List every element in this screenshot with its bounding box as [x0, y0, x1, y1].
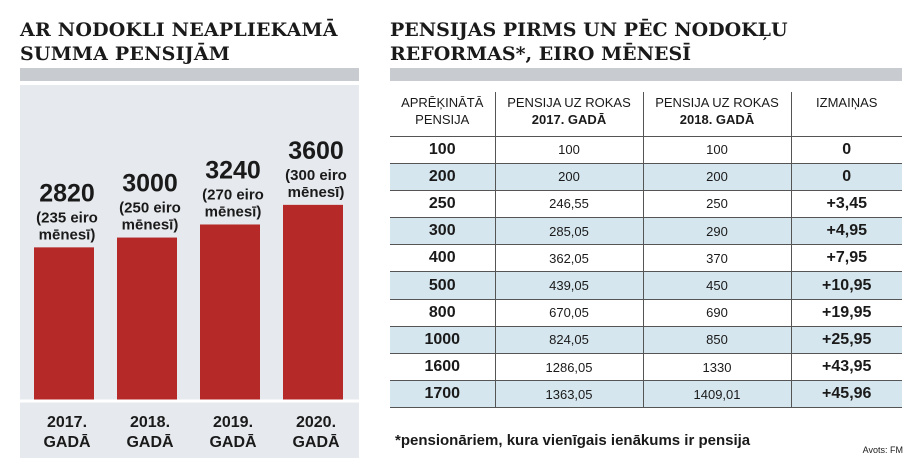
table-cell-base: 800 [428, 303, 456, 321]
table-cell-y2017: 670,05 [494, 299, 643, 327]
bar [117, 237, 177, 401]
table-row: 500 439,05 450 +10,95 [390, 271, 902, 300]
table-cell-y2017: 1286,05 [494, 353, 643, 381]
column-header-line2: PENSIJA [415, 112, 470, 127]
table-row: 1700 1363,05 1409,01 +45,96 [390, 380, 902, 408]
table-row: 800 670,05 690 +19,95 [390, 299, 902, 327]
table-cell-base: 300 [428, 222, 456, 240]
column-header-line2: 2017. GADĀ [531, 112, 607, 127]
table-cell-y2018: 250 [642, 190, 791, 218]
bar-sub-label: (235 eiro [36, 209, 98, 226]
column-header: PENSIJA UZ ROKAS 2017. GADĀ [494, 92, 643, 136]
table-cell-base: 100 [428, 140, 456, 158]
table-cell-change: +43,95 [790, 353, 902, 381]
table-cell-change: +19,95 [790, 299, 902, 327]
x-tick-label: 2018. [130, 414, 170, 431]
table-cell-y2018: 450 [642, 271, 791, 300]
table-cell-y2018: 200 [642, 163, 791, 191]
footnote: *pensionāriem, kura vienīgais ienākums i… [395, 432, 751, 449]
table-row: 200 200 200 0 [390, 163, 902, 191]
table-cell-y2017: 362,05 [494, 244, 643, 272]
column-header-line1: PENSIJA UZ ROKAS [655, 95, 779, 110]
left-title-rule [20, 68, 359, 81]
table-cell-base: 1600 [424, 358, 461, 376]
table-cell-base: 1000 [424, 330, 461, 348]
left-chart-title: AR NODOKLI NEAPLIEKAMĀ SUMMA PENSIJĀM [20, 18, 360, 66]
table-header-row: APRĒĶINĀTĀ PENSIJA PENSIJA UZ ROKAS 2017. G… [390, 92, 902, 136]
table-cell-base: 500 [428, 276, 456, 294]
x-tick-label: 2019. [213, 414, 253, 431]
right-title-line2: REFORMAS*, EIRO MĒNESĪ [390, 43, 692, 65]
x-tick-label: GADĀ [126, 432, 174, 451]
pension-table: APRĒĶINĀTĀ PENSIJA PENSIJA UZ ROKAS 2017. G… [390, 92, 902, 408]
left-title-line2: SUMMA PENSIJĀM [20, 43, 231, 65]
table-cell-change: +4,95 [790, 217, 902, 245]
x-tick-label: GADĀ [43, 432, 91, 451]
table-cell-change: +7,95 [790, 244, 902, 272]
column-header-line1: APRĒĶINĀTĀ [401, 95, 484, 110]
bar-sub-label: mēnesī) [205, 203, 262, 220]
right-title-rule [390, 68, 902, 81]
table-cell-base: 1700 [424, 385, 461, 403]
table-title: PENSIJAS PIRMS UN PĒC NODOKĻU REFORMAS*,… [390, 18, 910, 66]
table-cell-y2018: 690 [642, 299, 791, 327]
table-row: 300 285,05 290 +4,95 [390, 217, 902, 245]
table-cell-base: 200 [428, 167, 456, 185]
column-header: IZMAIŅAS [790, 92, 902, 136]
bar [34, 247, 94, 401]
table-cell-base: 400 [428, 249, 456, 267]
table-cell-y2017: 246,55 [494, 190, 643, 218]
table-cell-change: +3,45 [790, 190, 902, 218]
column-header: APRĒĶINĀTĀ PENSIJA [390, 92, 495, 136]
table-cell-y2017: 1363,05 [494, 380, 643, 408]
table-cell-y2018: 290 [642, 217, 791, 245]
bar-value-label: 3600 [288, 137, 344, 165]
table-cell-y2018: 100 [642, 136, 791, 164]
table-cell-y2018: 1409,01 [642, 380, 791, 408]
table-cell-base: 250 [428, 194, 456, 212]
table-row: 100 100 100 0 [390, 136, 902, 164]
table-cell-change: 0 [790, 163, 902, 191]
x-tick-label: GADĀ [292, 432, 340, 451]
table-cell-y2018: 1330 [642, 353, 791, 381]
x-tick-label: GADĀ [209, 432, 257, 451]
bar [200, 224, 260, 401]
table-cell-y2018: 370 [642, 244, 791, 272]
table-row: 250 246,55 250 +3,45 [390, 190, 902, 218]
bar-sub-label: mēnesī) [39, 226, 96, 243]
x-tick-label: 2017. [47, 414, 87, 431]
table-cell-change: +45,96 [790, 380, 902, 408]
table-row: 1600 1286,05 1330 +43,95 [390, 353, 902, 381]
x-tick-label: 2020. [296, 414, 336, 431]
table-cell-change: 0 [790, 136, 902, 164]
column-header-line1: PENSIJA UZ ROKAS [507, 95, 631, 110]
bar-value-label: 2820 [39, 179, 95, 207]
bar-value-label: 3240 [205, 156, 261, 184]
table-row: 1000 824,05 850 +25,95 [390, 326, 902, 354]
bar-sub-label: (250 eiro [119, 200, 181, 217]
table-cell-y2017: 200 [494, 163, 643, 191]
source-note: Avots: FM [862, 445, 903, 455]
table-cell-y2017: 100 [494, 136, 643, 164]
table-cell-y2017: 285,05 [494, 217, 643, 245]
table-cell-y2017: 824,05 [494, 326, 643, 354]
table-cell-y2017: 439,05 [494, 271, 643, 300]
table-cell-change: +10,95 [790, 271, 902, 300]
bar-sub-label: (300 eiro [285, 167, 347, 184]
table-cell-change: +25,95 [790, 326, 902, 354]
bar-sub-label: mēnesī) [122, 217, 179, 234]
column-header-line1: IZMAIŅAS [816, 95, 878, 110]
column-header-line2: 2018. GADĀ [679, 112, 755, 127]
bar-sub-label: (270 eiro [202, 186, 264, 203]
left-title-line1: AR NODOKLI NEAPLIEKAMĀ [20, 19, 338, 41]
table-body: 100 100 100 0 200 200 200 0 250 246,55 250 +3,45 300… [390, 136, 902, 408]
bar-value-label: 3000 [122, 170, 178, 198]
column-header: PENSIJA UZ ROKAS 2018. GADĀ [642, 92, 791, 136]
table-row: 400 362,05 370 +7,95 [390, 244, 902, 272]
right-title-line1: PENSIJAS PIRMS UN PĒC NODOKĻU [390, 19, 788, 41]
table-cell-y2018: 850 [642, 326, 791, 354]
bar-sub-label: mēnesī) [288, 184, 345, 201]
bar [283, 204, 343, 401]
